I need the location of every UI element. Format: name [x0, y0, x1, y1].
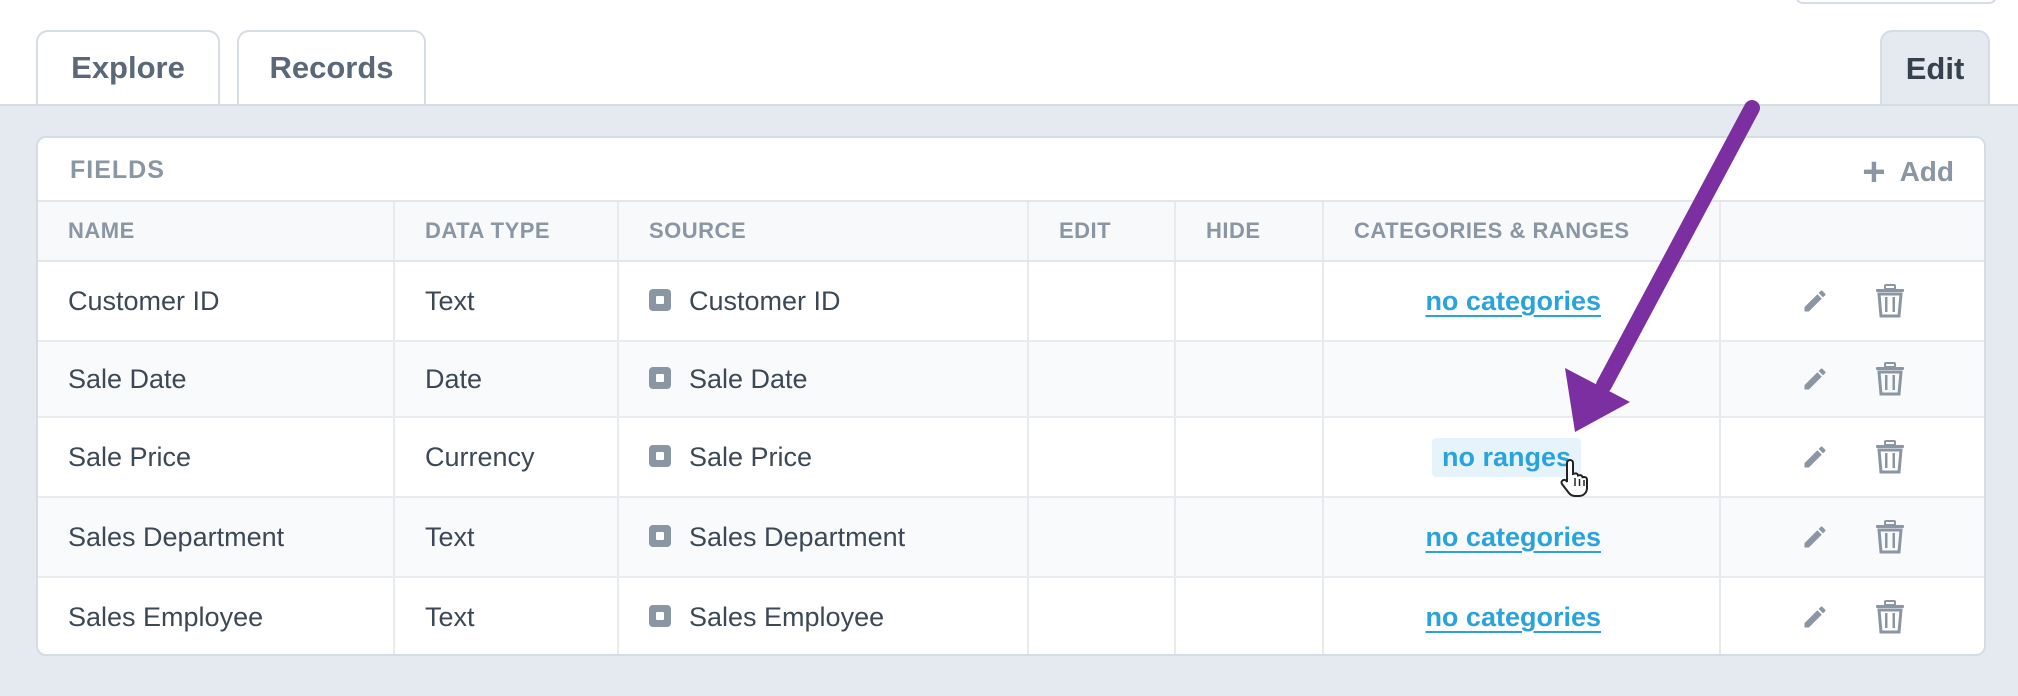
field-type: Text: [394, 577, 619, 654]
tab-edit[interactable]: Edit: [1880, 30, 1990, 106]
table-header-row: NAME DATA TYPE SOURCE EDIT HIDE CATEGORI…: [38, 202, 1984, 262]
trash-icon[interactable]: [1875, 284, 1905, 318]
field-categories: no categories: [1323, 577, 1721, 654]
col-edit: EDIT: [1028, 202, 1176, 262]
field-source: Sales Employee: [618, 577, 1029, 654]
source-label: Sales Employee: [689, 601, 885, 632]
source-label: Sale Price: [689, 441, 813, 472]
field-source-icon: [649, 605, 671, 628]
pencil-icon[interactable]: [1801, 443, 1829, 471]
row-actions: [1720, 341, 1984, 418]
field-name: Sales Department: [38, 497, 395, 578]
row-actions: [1720, 497, 1984, 578]
field-categories: no ranges: [1323, 417, 1721, 498]
field-source: Sale Price: [618, 417, 1029, 498]
source-label: Customer ID: [689, 285, 841, 316]
field-source: Sale Date: [618, 341, 1029, 418]
field-hide: [1175, 261, 1324, 342]
row-actions: [1720, 261, 1984, 342]
row-actions: [1720, 577, 1984, 654]
field-categories: no categories: [1323, 261, 1721, 342]
trash-icon[interactable]: [1875, 440, 1905, 474]
field-source-icon: [649, 525, 671, 548]
field-source: Sales Department: [618, 497, 1029, 578]
pencil-icon[interactable]: [1801, 365, 1829, 393]
tab-explore[interactable]: Explore: [36, 30, 220, 104]
source-label: Sale Date: [689, 363, 808, 394]
trash-icon[interactable]: [1875, 520, 1905, 554]
fields-panel-header: FIELDS + Add: [38, 138, 1984, 202]
field-categories: no categories: [1323, 497, 1721, 578]
field-edit: [1028, 417, 1176, 498]
field-hide: [1175, 497, 1324, 578]
field-edit: [1028, 261, 1176, 342]
table-row: Customer ID Text Customer ID no categori…: [38, 261, 1984, 342]
plus-icon: +: [1862, 150, 1886, 194]
col-hide: HIDE: [1175, 202, 1324, 262]
col-data-type: DATA TYPE: [394, 202, 619, 262]
table-row: Sales Employee Text Sales Employee no ca…: [38, 577, 1984, 654]
source-label: Sales Department: [689, 521, 906, 552]
field-type: Date: [394, 341, 619, 418]
categories-link[interactable]: no categories: [1425, 521, 1601, 552]
col-source: SOURCE: [618, 202, 1029, 262]
col-categories: CATEGORIES & RANGES: [1323, 202, 1721, 262]
ranges-link[interactable]: no ranges: [1431, 437, 1581, 477]
field-name: Sale Date: [38, 341, 395, 418]
categories-link[interactable]: no categories: [1425, 601, 1601, 632]
trash-icon[interactable]: [1875, 362, 1905, 396]
field-type: Currency: [394, 417, 619, 498]
field-source-icon: [649, 367, 671, 390]
pencil-icon[interactable]: [1801, 523, 1829, 551]
field-hide: [1175, 417, 1324, 498]
field-source: Customer ID: [618, 261, 1029, 342]
field-source-icon: [649, 445, 671, 468]
field-name: Sale Price: [38, 417, 395, 498]
fields-table: NAME DATA TYPE SOURCE EDIT HIDE CATEGORI…: [38, 202, 1984, 654]
col-actions: [1720, 202, 1984, 262]
field-name: Sales Employee: [38, 577, 395, 654]
add-label: Add: [1899, 156, 1954, 187]
categories-link[interactable]: no categories: [1425, 285, 1601, 316]
table-row: Sale Price Currency Sale Price no ranges: [38, 417, 1984, 498]
field-type: Text: [394, 497, 619, 578]
main-content: FIELDS + Add NAME DATA TYPE SOURCE EDIT …: [0, 104, 2018, 696]
field-edit: [1028, 341, 1176, 418]
field-name: Customer ID: [38, 261, 395, 342]
field-edit: [1028, 497, 1176, 578]
field-type: Text: [394, 261, 619, 342]
hand-pointer-cursor: [1560, 458, 1588, 497]
trash-icon[interactable]: [1875, 600, 1905, 634]
pencil-icon[interactable]: [1801, 603, 1829, 631]
field-hide: [1175, 341, 1324, 418]
table-row: Sales Department Text Sales Department n…: [38, 497, 1984, 578]
top-right-button-edge[interactable]: [1795, 0, 1997, 4]
panel-title: FIELDS: [70, 156, 165, 184]
field-edit: [1028, 577, 1176, 654]
table-row: Sale Date Date Sale Date: [38, 341, 1984, 418]
add-field-button[interactable]: + Add: [1862, 152, 1954, 192]
pencil-icon[interactable]: [1801, 287, 1829, 315]
field-hide: [1175, 577, 1324, 654]
fields-panel: FIELDS + Add NAME DATA TYPE SOURCE EDIT …: [36, 136, 1986, 656]
row-actions: [1720, 417, 1984, 498]
field-categories: [1323, 341, 1721, 418]
col-name: NAME: [38, 202, 395, 262]
tab-records[interactable]: Records: [237, 30, 426, 104]
field-source-icon: [649, 289, 671, 312]
